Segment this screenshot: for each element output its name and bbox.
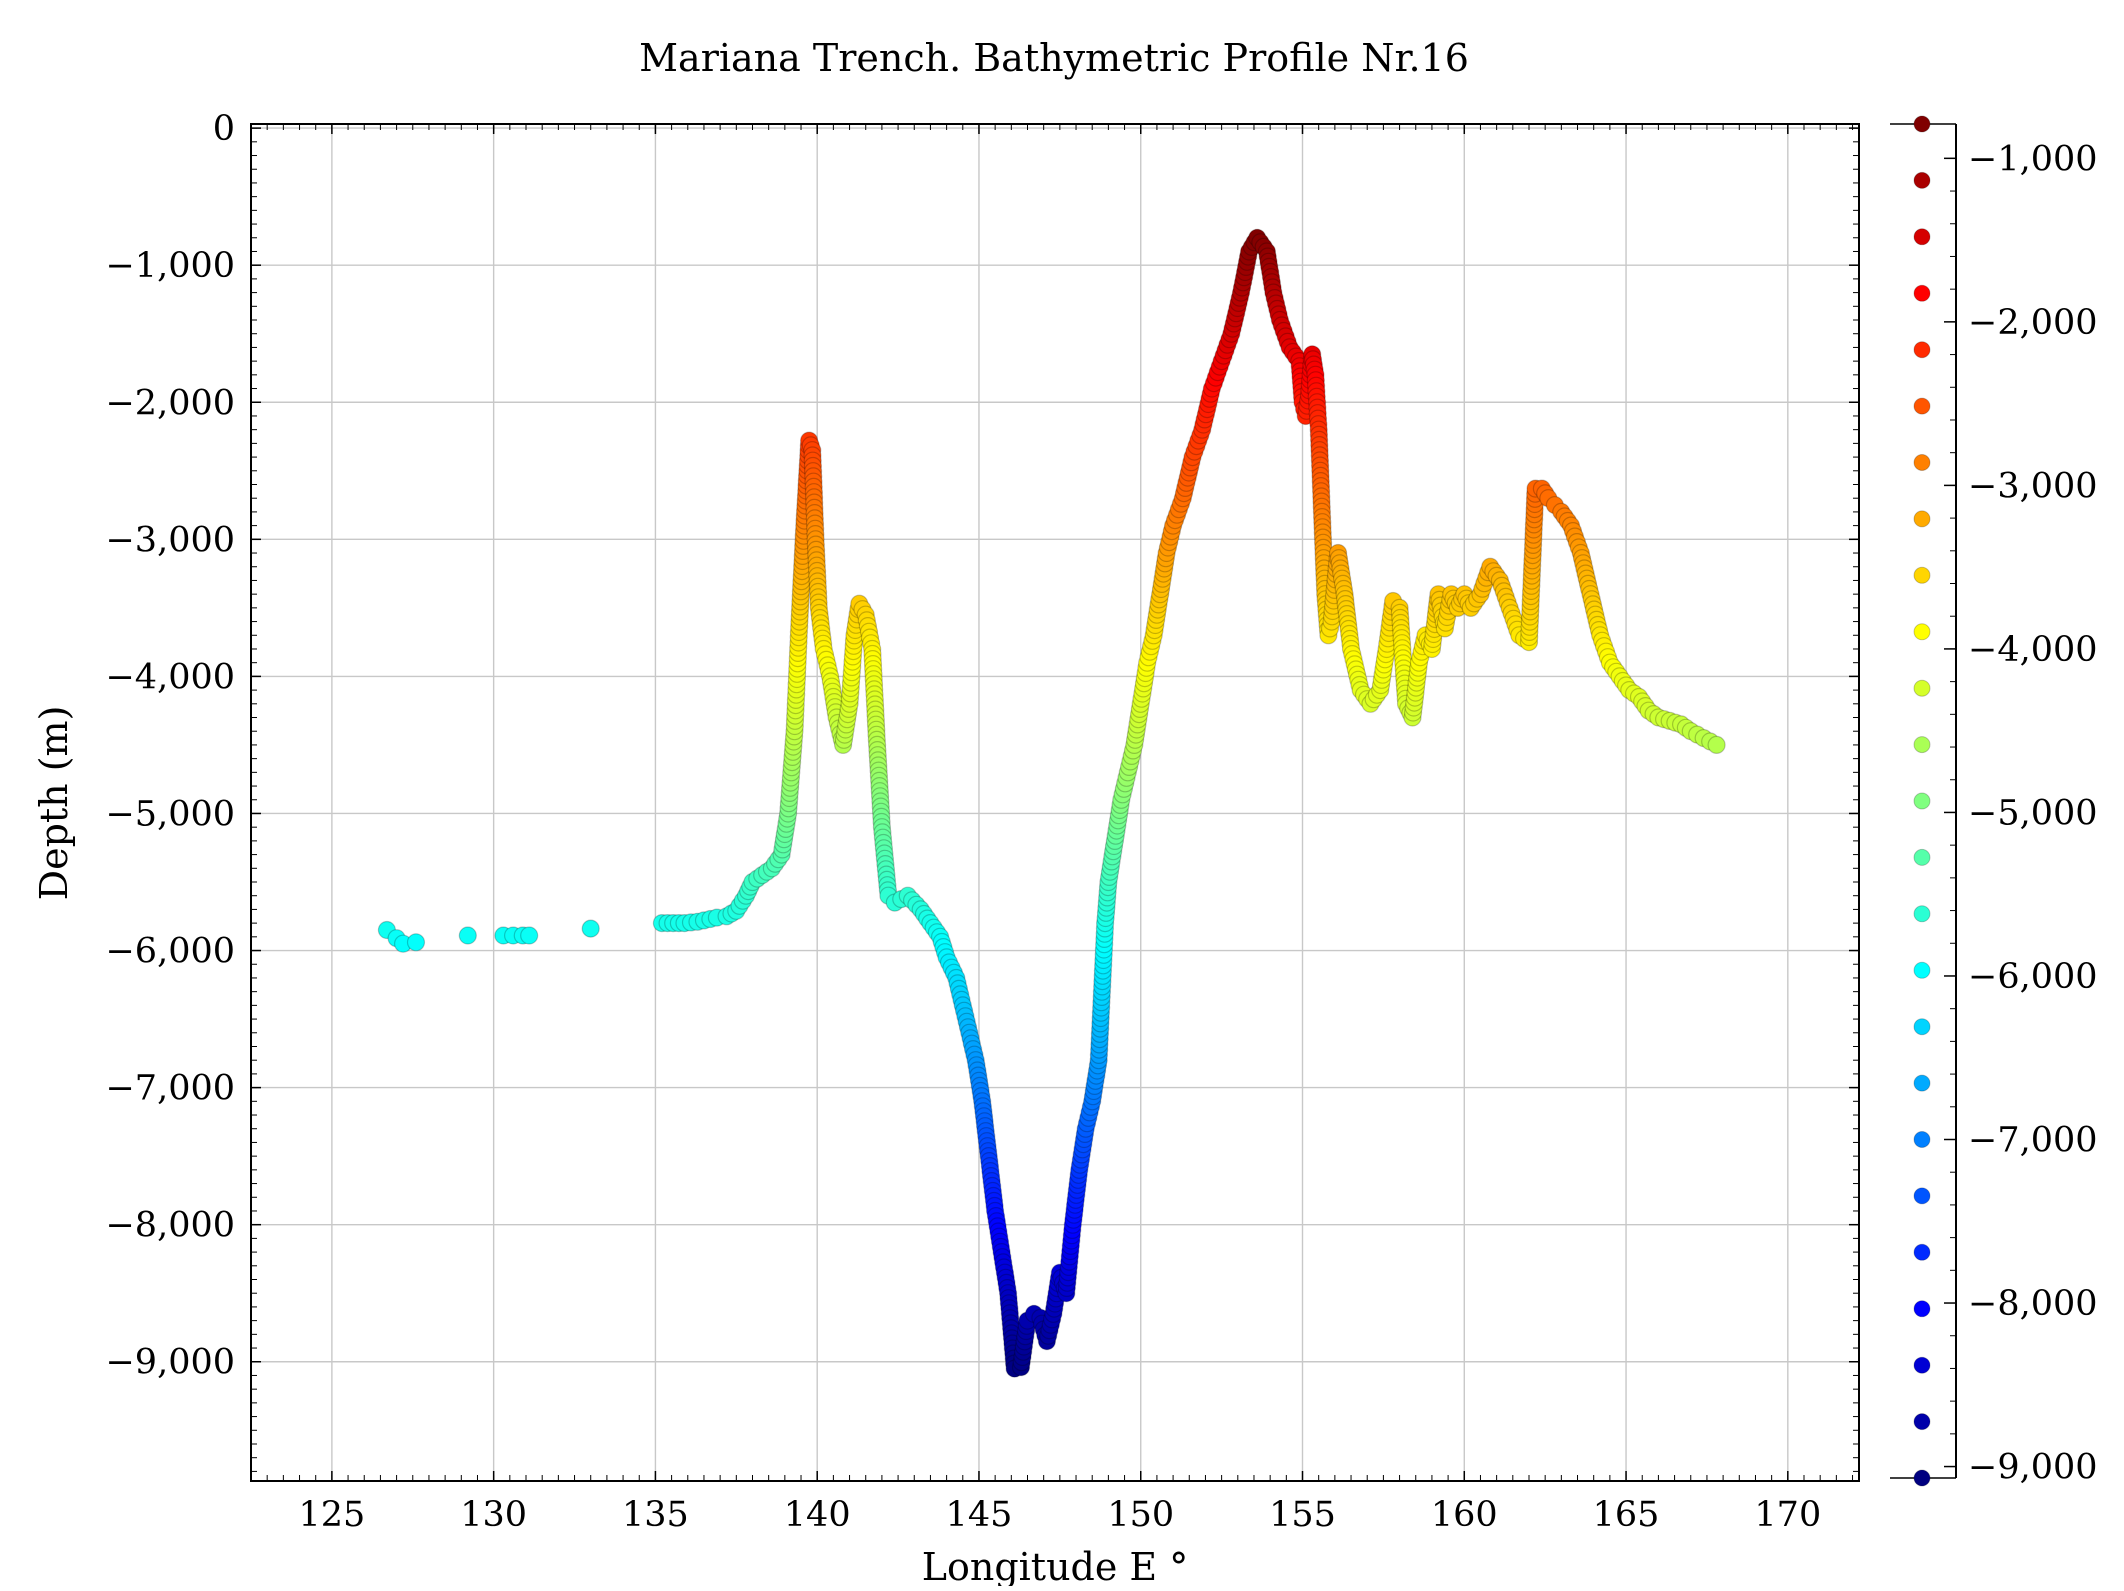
y-tick-label: −2,000 <box>105 383 235 423</box>
x-tick-label: 145 <box>946 1495 1013 1535</box>
colorbar-tick-label: −8,000 <box>1968 1284 2098 1324</box>
chart-title: Mariana Trench. Bathymetric Profile Nr.1… <box>639 36 1469 80</box>
y-tick-label: −9,000 <box>105 1343 235 1383</box>
colorbar-tick-label: −6,000 <box>1968 957 2098 997</box>
data-point <box>406 933 426 952</box>
colorbar-swatch <box>1913 1413 1931 1431</box>
colorbar-swatch <box>1913 171 1931 189</box>
x-tick-label: 140 <box>784 1495 851 1535</box>
colorbar-swatch <box>1913 510 1931 528</box>
data-point <box>458 926 477 945</box>
y-tick-label: −6,000 <box>105 932 235 972</box>
x-tick-label: 150 <box>1107 1495 1174 1535</box>
colorbar-swatch <box>1913 1300 1931 1318</box>
colorbar-swatch <box>1913 115 1931 133</box>
x-tick-label: 155 <box>1269 1495 1336 1535</box>
colorbar-tick-label: −5,000 <box>1968 793 2098 833</box>
colorbar-swatch <box>1913 1356 1931 1374</box>
data-point <box>581 919 600 938</box>
y-tick-label: −5,000 <box>105 794 235 834</box>
y-tick-labels: 0 −1,000 −2,000 −3,000 −4,000 −5,000 −6,000 −7,… <box>105 109 235 1383</box>
colorbar-swatch <box>1913 848 1931 866</box>
grid-lines <box>251 124 1859 1481</box>
x-tick-label: 160 <box>1431 1495 1498 1535</box>
y-tick-label: −1,000 <box>105 246 235 286</box>
colorbar-swatch <box>1913 1074 1931 1092</box>
x-tick-label: 170 <box>1754 1495 1821 1535</box>
colorbar: −1,000 −2,000 −3,000 −4,000 −5,000 −6,000 −7,0… <box>1890 115 2098 1488</box>
colorbar-swatch <box>1913 284 1931 302</box>
colorbar-swatch <box>1913 341 1931 359</box>
x-tick-labels: 125 130 135 140 145 150 155 160 165 170 <box>298 1495 1821 1535</box>
colorbar-swatch <box>1913 566 1931 584</box>
colorbar-swatch <box>1913 792 1931 810</box>
data-point <box>520 926 539 945</box>
y-tick-label: −3,000 <box>105 520 235 560</box>
colorbar-tick-label: −1,000 <box>1968 139 2098 179</box>
y-tick-label: −7,000 <box>105 1069 235 1109</box>
colorbar-tick-label: −7,000 <box>1968 1121 2098 1161</box>
colorbar-swatch <box>1913 1018 1931 1036</box>
y-tick-label: 0 <box>213 109 235 149</box>
x-tick-label: 165 <box>1593 1495 1660 1535</box>
colorbar-swatch <box>1913 905 1931 923</box>
plot-frame <box>250 123 1860 1482</box>
colorbar-tick-label: −3,000 <box>1968 466 2098 506</box>
colorbar-swatch <box>1913 679 1931 697</box>
colorbar-swatch <box>1913 961 1931 979</box>
colorbar-swatch <box>1913 1187 1931 1205</box>
colorbar-swatch <box>1913 1131 1931 1148</box>
x-tick-label: 130 <box>460 1495 527 1535</box>
colorbar-swatch <box>1913 1243 1931 1261</box>
x-tick-label: 135 <box>622 1495 689 1535</box>
colorbar-tick-label: −4,000 <box>1968 630 2098 670</box>
x-tick-label: 125 <box>298 1495 365 1535</box>
y-tick-label: −8,000 <box>105 1206 235 1246</box>
colorbar-swatch <box>1913 736 1931 754</box>
scatter-points <box>377 228 1726 1378</box>
colorbar-tick-label: −2,000 <box>1968 303 2098 343</box>
data-point <box>1707 735 1726 755</box>
colorbar-swatch <box>1913 397 1931 415</box>
colorbar-swatch <box>1913 1469 1931 1487</box>
y-tick-label: −4,000 <box>105 657 235 697</box>
colorbar-tick-label: −9,000 <box>1968 1448 2098 1488</box>
x-axis-label: Longitude E ° <box>922 1545 1189 1586</box>
colorbar-swatch <box>1913 228 1931 246</box>
y-axis-label: Depth (m) <box>32 706 76 901</box>
colorbar-swatch <box>1913 454 1931 471</box>
colorbar-swatch <box>1913 623 1931 641</box>
